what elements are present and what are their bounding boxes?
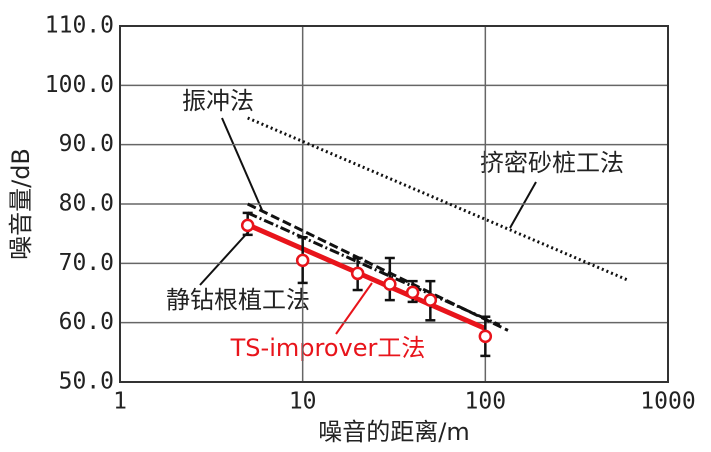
y-tick-label: 100.0 [45, 72, 114, 98]
marker [478, 329, 493, 344]
x-tick-label: 100 [465, 389, 507, 415]
marker [383, 277, 397, 291]
line [247, 211, 501, 327]
arrow [509, 181, 537, 229]
y-tick-label: 90.0 [59, 131, 114, 157]
annotation: 静钻根植工法 [166, 286, 310, 314]
arrows [199, 117, 537, 335]
x-axis-label: 噪音的距离/m [318, 418, 469, 446]
marker [405, 285, 420, 300]
arrow [221, 117, 263, 211]
y-tick-label: 80.0 [59, 191, 114, 217]
marker [240, 218, 255, 233]
line [246, 222, 487, 331]
x-tick-label: 1000 [640, 389, 695, 415]
y-tick-label: 70.0 [59, 250, 114, 276]
annotation: 挤密砂桩工法 [480, 149, 624, 177]
y-axis-label: 噪音量/dB [7, 148, 35, 260]
arrow [335, 282, 373, 335]
x-tick-label: 1 [113, 389, 127, 415]
y-tick-label: 60.0 [59, 309, 114, 335]
y-tick-label: 50.0 [59, 369, 114, 395]
marker [295, 253, 310, 268]
plot-frame [119, 25, 669, 383]
arrow [199, 229, 251, 286]
marker [350, 266, 365, 281]
annotation: 振冲法 [182, 87, 254, 115]
y-tick-label: 110.0 [45, 13, 114, 39]
annotation: TS-improver工法 [230, 334, 426, 362]
x-tick-label: 10 [289, 389, 317, 415]
line [247, 116, 629, 282]
marker [423, 293, 438, 307]
